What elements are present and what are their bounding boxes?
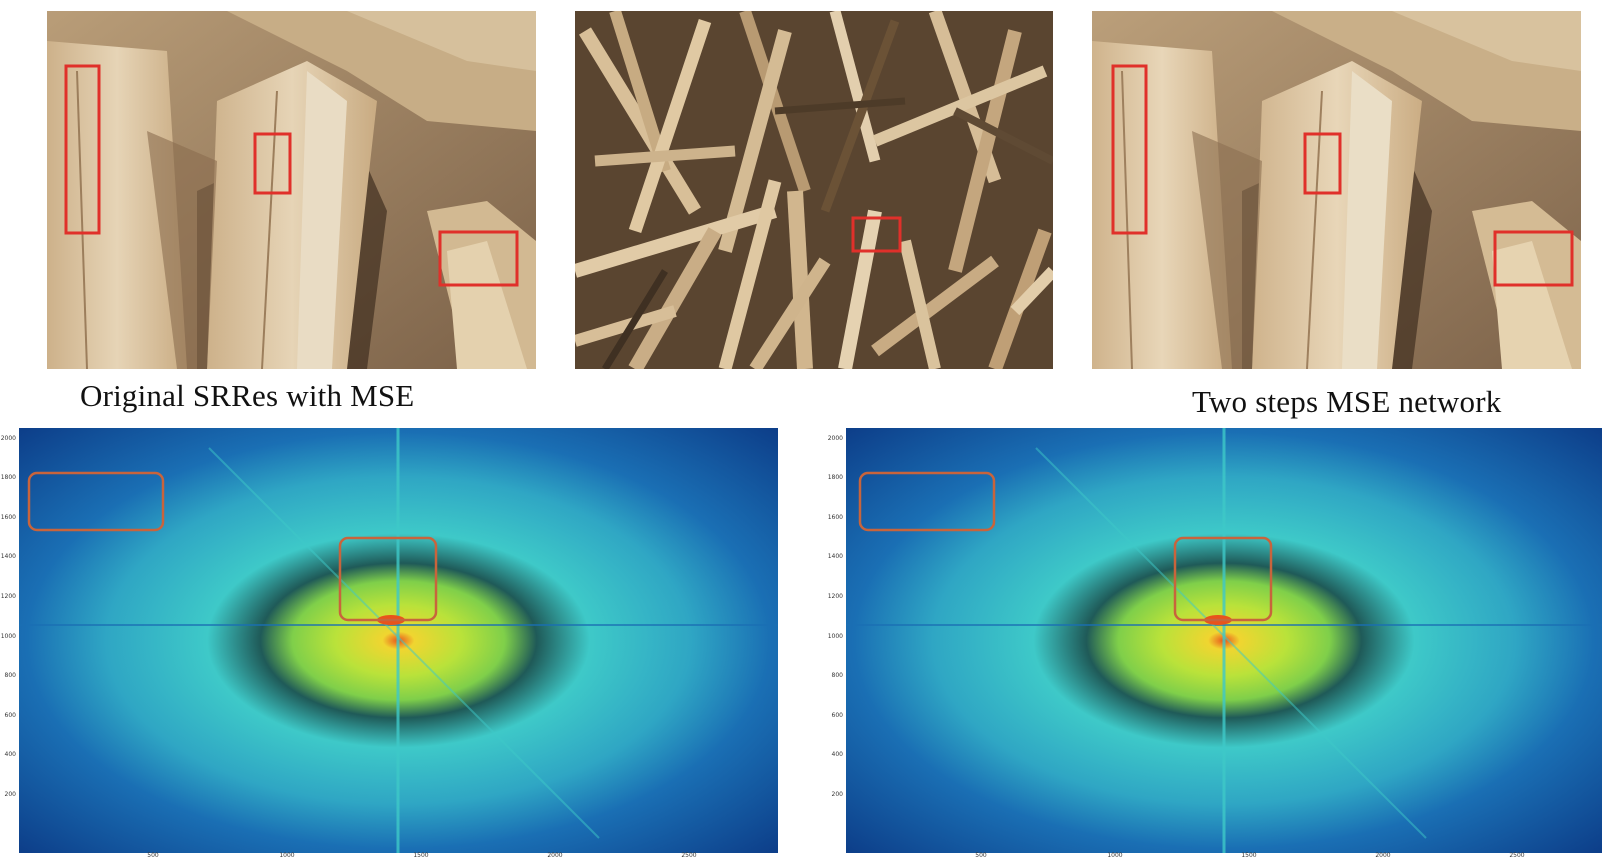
crop-box — [1111, 64, 1148, 235]
sr-crop-original — [47, 11, 536, 369]
ytick: 2000 — [0, 435, 16, 442]
ytick: 800 — [4, 672, 16, 679]
xtick: 2000 — [547, 852, 563, 859]
spectrum-box — [338, 536, 438, 622]
spectrum-box — [1173, 536, 1273, 622]
xtick: 1500 — [1241, 852, 1257, 859]
crop-box — [438, 230, 519, 287]
crop-box — [851, 216, 902, 253]
woodpile-reference-photo — [575, 11, 1053, 369]
xtick: 1000 — [279, 852, 295, 859]
caption-original-srres: Original SRRes with MSE — [80, 378, 415, 413]
spectrum-box — [27, 471, 165, 532]
crop-box — [1493, 230, 1574, 287]
ytick: 1000 — [0, 633, 16, 640]
xtick: 1500 — [413, 852, 429, 859]
ytick: 400 — [831, 751, 843, 758]
ytick: 1400 — [0, 553, 16, 560]
crop-box — [253, 132, 292, 195]
ytick: 1800 — [827, 474, 843, 481]
fft-spectrum-two-steps — [846, 428, 1602, 853]
ytick: 600 — [831, 712, 843, 719]
ytick: 800 — [831, 672, 843, 679]
xtick: 2000 — [1375, 852, 1391, 859]
xtick: 500 — [975, 852, 987, 859]
crop-box — [64, 64, 101, 235]
ytick: 1200 — [0, 593, 16, 600]
ytick: 200 — [831, 791, 843, 798]
crop-box — [1303, 132, 1342, 195]
ytick: 1000 — [827, 633, 843, 640]
ytick: 1200 — [827, 593, 843, 600]
ytick: 1600 — [0, 514, 16, 521]
ytick: 1800 — [0, 474, 16, 481]
xtick: 2500 — [681, 852, 697, 859]
ytick: 1600 — [827, 514, 843, 521]
ytick: 1400 — [827, 553, 843, 560]
spectrum-box — [858, 471, 996, 532]
ytick: 400 — [4, 751, 16, 758]
xtick: 500 — [147, 852, 159, 859]
ytick: 600 — [4, 712, 16, 719]
xtick: 1000 — [1107, 852, 1123, 859]
xtick: 2500 — [1509, 852, 1525, 859]
caption-two-steps: Two steps MSE network — [1192, 384, 1502, 419]
ytick: 200 — [4, 791, 16, 798]
ytick: 2000 — [827, 435, 843, 442]
fft-spectrum-original — [19, 428, 778, 853]
sr-crop-two-steps — [1092, 11, 1581, 369]
